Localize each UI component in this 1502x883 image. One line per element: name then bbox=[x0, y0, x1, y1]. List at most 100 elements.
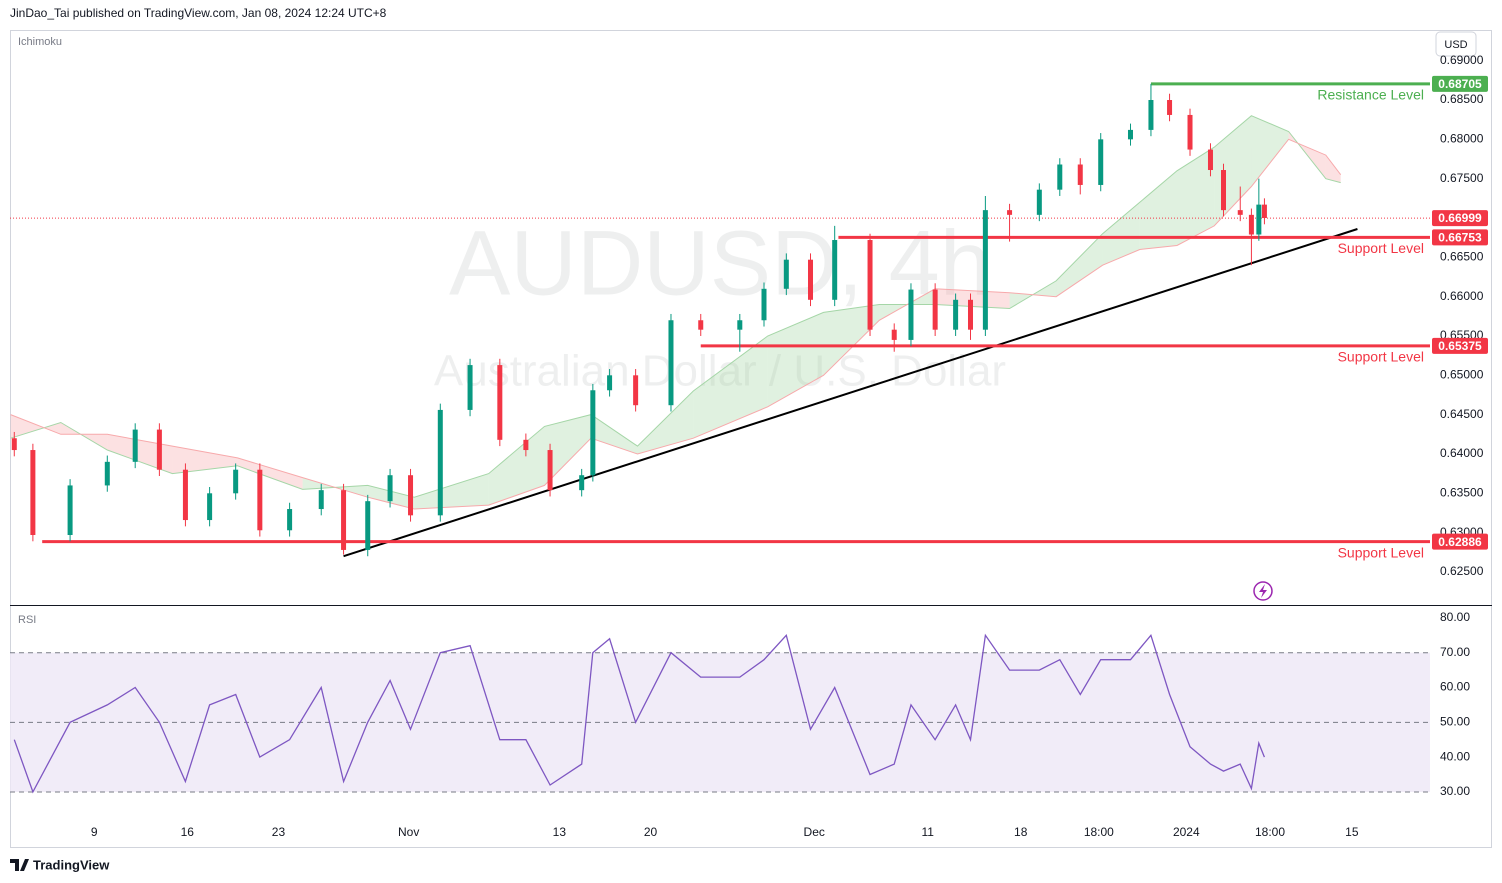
candle-body bbox=[1256, 204, 1262, 235]
cloud-segment bbox=[1251, 115, 1289, 187]
y-tick-label: 60.00 bbox=[1440, 680, 1470, 694]
candle-body bbox=[698, 320, 704, 330]
y-tick-label: 0.62500 bbox=[1440, 564, 1484, 578]
candle-body bbox=[341, 490, 347, 550]
y-tick-label: 0.63500 bbox=[1440, 485, 1484, 499]
indicator-label: Ichimoku bbox=[18, 36, 62, 48]
cloud-segment bbox=[1288, 131, 1326, 179]
level-badge-label: 0.62886 bbox=[1438, 535, 1482, 549]
candle-body bbox=[523, 439, 529, 451]
rsi-line bbox=[13, 633, 1266, 794]
y-tick-label: 80.00 bbox=[1440, 610, 1470, 624]
cloud-segment bbox=[1139, 170, 1177, 250]
y-tick-label: 0.65000 bbox=[1440, 367, 1484, 381]
candle-body bbox=[953, 299, 959, 330]
x-tick-label: 20 bbox=[644, 825, 658, 839]
candle-body bbox=[104, 461, 110, 486]
logo-mark bbox=[10, 859, 29, 871]
y-tick-label: 50.00 bbox=[1440, 714, 1470, 728]
candle-body bbox=[590, 390, 596, 476]
candle-body bbox=[257, 469, 263, 531]
level-text: Support Level bbox=[1338, 240, 1424, 256]
cloud-segment bbox=[693, 335, 768, 439]
cloud-span-b bbox=[10, 138, 1342, 510]
currency-button[interactable] bbox=[1435, 31, 1477, 57]
x-tick-label: 11 bbox=[921, 825, 934, 839]
y-tick-label: 0.68000 bbox=[1440, 132, 1484, 146]
last-price-badge bbox=[1432, 210, 1488, 227]
cloud-segment bbox=[10, 414, 61, 439]
y-tick-label: 30.00 bbox=[1440, 784, 1470, 798]
candle-body bbox=[318, 490, 324, 510]
y-tick-label: 40.00 bbox=[1440, 749, 1470, 763]
candle-body bbox=[1167, 100, 1173, 115]
alert-icon[interactable] bbox=[1253, 581, 1273, 601]
candle-body bbox=[1077, 164, 1083, 185]
candle-body bbox=[737, 320, 743, 330]
candle-body bbox=[891, 329, 897, 340]
candle-body bbox=[1148, 100, 1154, 130]
level-badge bbox=[1432, 533, 1488, 550]
candle-body bbox=[633, 375, 639, 406]
x-tick-label: 23 bbox=[272, 825, 286, 839]
level-badge-label: 0.66753 bbox=[1438, 231, 1482, 245]
candle-body bbox=[408, 475, 414, 516]
level-text: Support Level bbox=[1338, 544, 1424, 560]
x-tick-label: 15 bbox=[1345, 825, 1359, 839]
cloud-segment bbox=[172, 446, 238, 474]
candle-body bbox=[437, 409, 443, 516]
candle-body bbox=[867, 240, 873, 330]
cloud-segment bbox=[637, 391, 694, 454]
y-tick-label: 0.64500 bbox=[1440, 407, 1484, 421]
x-tick-label: 18:00 bbox=[1255, 825, 1285, 839]
candle-body bbox=[467, 365, 473, 410]
byline: JinDao_Tai published on TradingView.com,… bbox=[10, 6, 387, 20]
y-tick-label: 0.64000 bbox=[1440, 446, 1484, 460]
x-tick-label: 2024 bbox=[1173, 825, 1200, 839]
candle-body bbox=[1237, 210, 1243, 215]
cloud-segment bbox=[1176, 147, 1215, 246]
level-badge bbox=[1432, 229, 1488, 246]
candle-body bbox=[1098, 139, 1104, 185]
level-text: Resistance Level bbox=[1317, 87, 1424, 103]
candle-body bbox=[182, 469, 188, 521]
x-tick-label: 18:00 bbox=[1084, 825, 1114, 839]
level-badge bbox=[1432, 75, 1488, 92]
candle-body bbox=[132, 429, 138, 462]
x-tick-label: 13 bbox=[553, 825, 567, 839]
candle-body bbox=[1127, 129, 1133, 140]
candle-body bbox=[579, 475, 585, 491]
candle-body bbox=[387, 475, 393, 502]
candle-body bbox=[1007, 210, 1013, 215]
candle-body bbox=[1221, 170, 1227, 211]
level-badge-label: 0.65375 bbox=[1438, 339, 1482, 353]
trendline bbox=[343, 228, 1358, 558]
level-badge bbox=[1432, 337, 1488, 354]
x-tick-label: Dec bbox=[804, 825, 825, 839]
candle-body bbox=[832, 240, 838, 300]
cloud-segment bbox=[1102, 202, 1140, 266]
y-tick-label: 0.69000 bbox=[1440, 53, 1484, 67]
candle-body bbox=[932, 289, 938, 330]
candle-body bbox=[982, 210, 988, 330]
candle-body bbox=[808, 259, 814, 300]
alert-bolt bbox=[1259, 584, 1267, 598]
last-price-badge-label: 0.66999 bbox=[1438, 211, 1482, 225]
candle-body bbox=[233, 469, 239, 494]
y-tick-label: 0.66500 bbox=[1440, 249, 1484, 263]
currency-label: USD bbox=[1444, 39, 1467, 51]
cloud-segment bbox=[414, 473, 489, 510]
candle-body bbox=[287, 509, 293, 531]
brand-logo: TradingView bbox=[10, 857, 110, 872]
candle-body bbox=[967, 299, 973, 330]
x-tick-label: 16 bbox=[181, 825, 195, 839]
candle-body bbox=[761, 288, 767, 321]
level-badge-label: 0.68705 bbox=[1438, 77, 1482, 91]
y-tick-label: 0.66000 bbox=[1440, 289, 1484, 303]
candle-body bbox=[668, 320, 674, 406]
brand-name: TradingView bbox=[33, 857, 110, 872]
x-tick-label: 18 bbox=[1014, 825, 1028, 839]
candle-body bbox=[783, 259, 789, 289]
plot-area: 0.625000.630000.635000.640000.645000.650… bbox=[10, 53, 1488, 839]
